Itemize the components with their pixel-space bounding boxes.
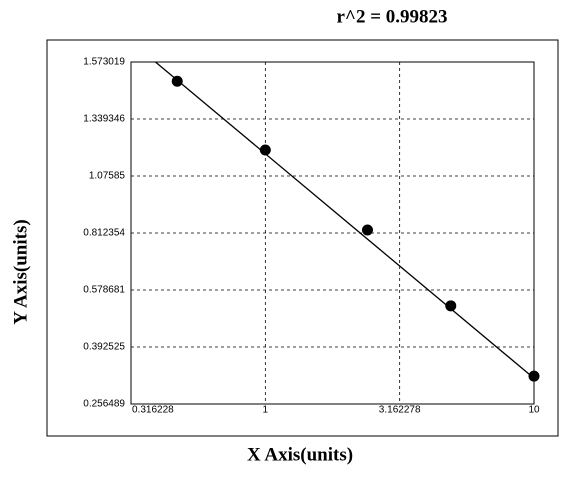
- x-tick-label: 0.316228: [132, 405, 174, 416]
- data-point: [259, 144, 271, 156]
- y-tick-label: 0.256489: [83, 399, 125, 410]
- y-tick-label: 0.578681: [83, 285, 125, 296]
- x-tick-label: 3.162278: [379, 405, 421, 416]
- x-axis-label: X Axis(units): [247, 444, 353, 465]
- y-tick-label: 1.07585: [89, 171, 126, 182]
- data-point: [528, 370, 540, 382]
- chart-title: r^2 = 0.99823: [336, 6, 447, 27]
- y-tick-label: 1.339346: [83, 114, 125, 125]
- y-axis-label: Y Axis(units): [10, 219, 31, 324]
- x-tick-label: 1: [263, 405, 269, 416]
- x-tick-label: 10: [528, 405, 540, 416]
- data-point: [171, 75, 183, 87]
- y-tick-label: 1.573019: [83, 57, 125, 68]
- data-point: [445, 300, 457, 312]
- y-tick-label: 0.392525: [83, 342, 125, 353]
- y-tick-label: 0.812354: [83, 228, 125, 239]
- data-point: [361, 224, 373, 236]
- fit-line: [155, 61, 535, 379]
